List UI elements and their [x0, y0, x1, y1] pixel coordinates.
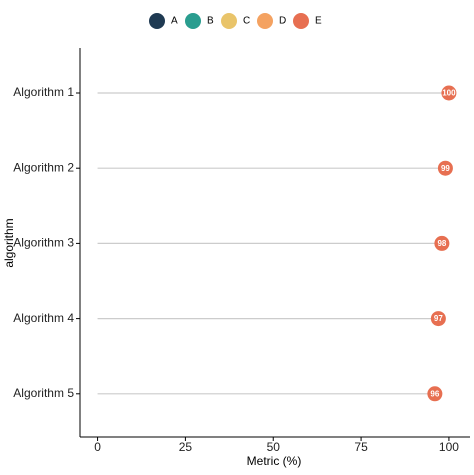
point [441, 85, 457, 101]
legend-label: A [171, 16, 178, 27]
x-tick-label: 75 [354, 440, 368, 454]
legend-label: B [207, 16, 214, 27]
x-tick-label: 25 [179, 440, 193, 454]
legend-marker [293, 13, 309, 29]
point [434, 235, 450, 251]
point [430, 311, 446, 327]
legend-label: D [279, 16, 286, 27]
x-axis-title: Metric (%) [247, 454, 302, 468]
point [437, 160, 453, 176]
x-tick-label: 0 [94, 440, 101, 454]
y-tick-label: Algorithm 4 [13, 311, 74, 325]
legend-label: C [243, 16, 250, 27]
y-tick-label: Algorithm 3 [13, 236, 74, 250]
point [427, 386, 443, 402]
y-tick-label: Algorithm 1 [13, 85, 74, 99]
legend-marker [257, 13, 273, 29]
legend-marker [149, 13, 165, 29]
y-tick-label: Algorithm 2 [13, 160, 74, 174]
x-tick-label: 100 [439, 440, 459, 454]
x-tick-label: 50 [267, 440, 281, 454]
value-label: 99 [441, 164, 450, 173]
value-label: 98 [437, 239, 446, 248]
legend-marker [221, 13, 237, 29]
y-axis-title: algorithm [2, 218, 16, 267]
legend-label: E [315, 16, 322, 27]
value-label: 100 [442, 89, 456, 98]
y-tick-label: Algorithm 5 [13, 386, 74, 400]
value-label: 96 [430, 389, 439, 398]
value-label: 97 [434, 314, 443, 323]
legend-marker [185, 13, 201, 29]
